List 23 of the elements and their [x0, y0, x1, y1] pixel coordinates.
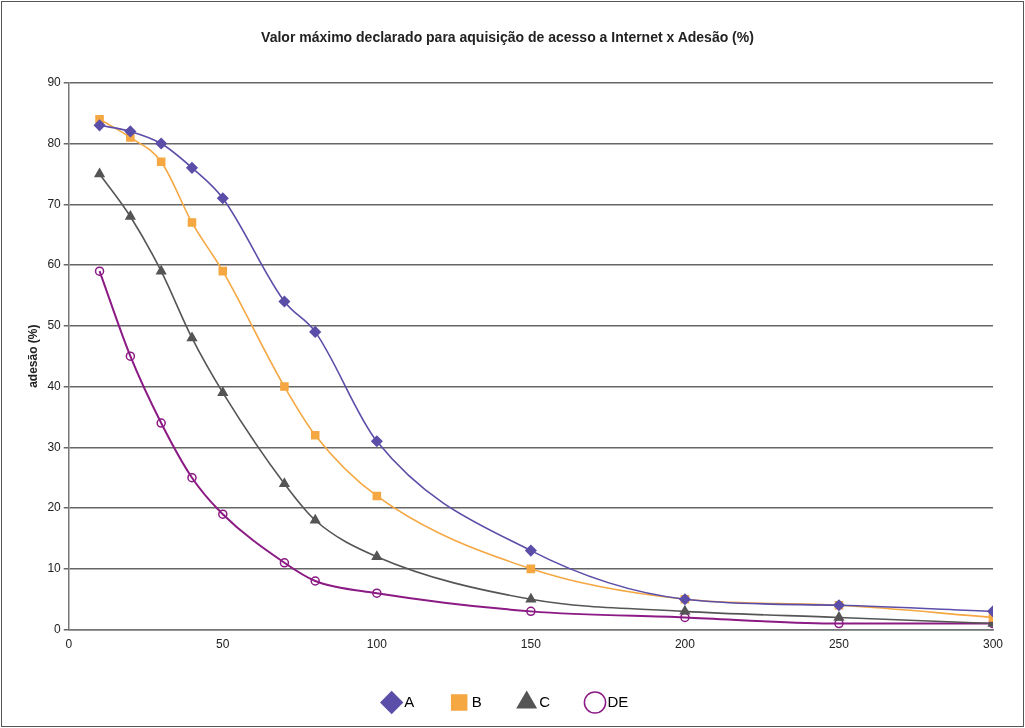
legend-label: DE [607, 692, 629, 710]
y-tick-label: 20 [47, 500, 62, 515]
y-tick-label: 50 [47, 318, 62, 333]
x-tick-label: 50 [216, 637, 230, 652]
x-tick-label: 200 [674, 637, 696, 652]
y-tick-label: 40 [47, 378, 62, 393]
y-tick-label: 30 [47, 439, 62, 454]
y-tick-label: 80 [47, 135, 62, 150]
legend-label: B [471, 692, 482, 710]
y-tick-label: 70 [47, 196, 62, 211]
x-tick-label: 100 [366, 637, 388, 652]
y-tick-label: 0 [54, 621, 62, 636]
x-tick-label: 150 [520, 637, 542, 652]
chart-title: Valor máximo declarado para aquisição de acesso a Internet x Adesão (%) [261, 29, 754, 46]
legend-label: C [539, 692, 551, 710]
y-tick-label: 10 [47, 561, 62, 576]
x-tick-label: 300 [982, 637, 1004, 652]
x-tick-label: 0 [65, 637, 73, 652]
y-axis-title: adesão (%) [25, 324, 40, 388]
y-tick-label: 90 [47, 75, 62, 90]
y-tick-label: 60 [47, 257, 62, 272]
legend-label: A [404, 692, 415, 710]
x-tick-label: 250 [828, 637, 850, 652]
